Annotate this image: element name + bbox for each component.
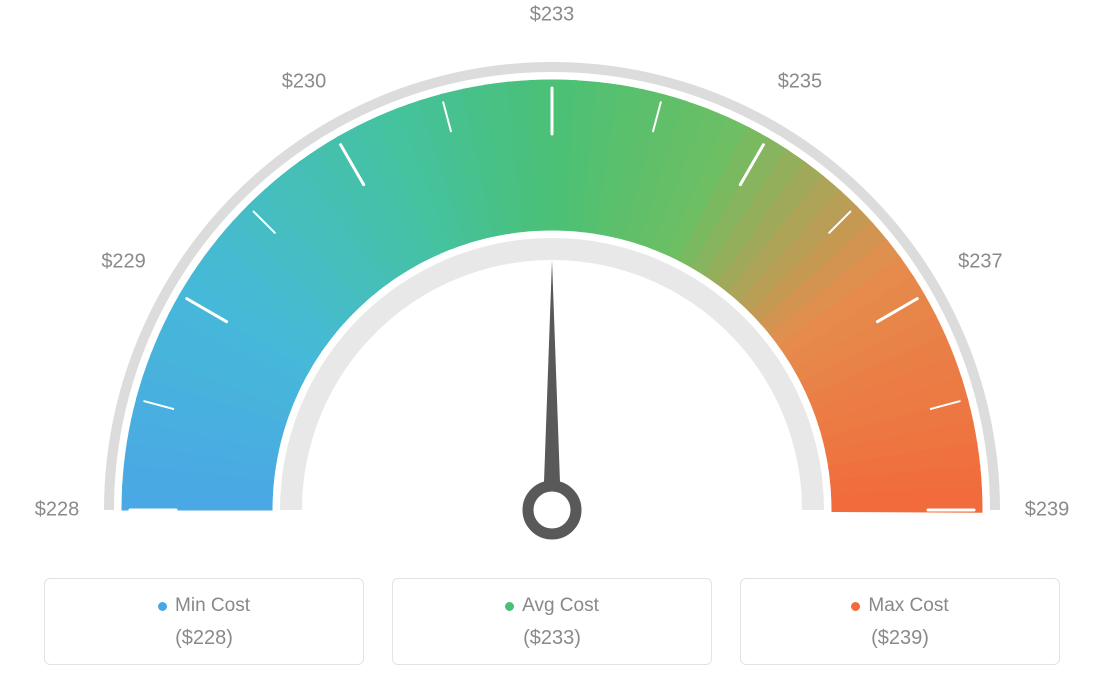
legend-title-avg: Avg Cost xyxy=(505,595,599,617)
dot-icon xyxy=(851,602,860,611)
dot-icon xyxy=(505,602,514,611)
tick-label: $235 xyxy=(778,70,823,93)
legend-title-label: Max Cost xyxy=(868,595,948,617)
gauge-needle xyxy=(543,260,561,510)
gauge-chart: $228 $229 $230 $233 $235 $237 $239 xyxy=(0,0,1104,560)
gauge-hub xyxy=(528,486,576,534)
tick-label: $228 xyxy=(35,499,80,522)
tick-label: $230 xyxy=(282,70,327,93)
legend-value-min: ($228) xyxy=(55,627,353,650)
dot-icon xyxy=(158,602,167,611)
tick-label: $237 xyxy=(958,251,1003,274)
legend-value-max: ($239) xyxy=(751,627,1049,650)
tick-label: $233 xyxy=(530,4,575,27)
legend-card-min: Min Cost ($228) xyxy=(44,578,364,665)
legend-title-label: Min Cost xyxy=(175,595,250,617)
tick-label: $229 xyxy=(101,251,146,274)
gauge-svg xyxy=(0,0,1104,560)
legend-row: Min Cost ($228) Avg Cost ($233) Max Cost… xyxy=(0,578,1104,665)
legend-card-avg: Avg Cost ($233) xyxy=(392,578,712,665)
legend-title-min: Min Cost xyxy=(158,595,250,617)
tick-label: $239 xyxy=(1025,499,1070,522)
legend-title-label: Avg Cost xyxy=(522,595,599,617)
legend-card-max: Max Cost ($239) xyxy=(740,578,1060,665)
legend-value-avg: ($233) xyxy=(403,627,701,650)
legend-title-max: Max Cost xyxy=(851,595,948,617)
